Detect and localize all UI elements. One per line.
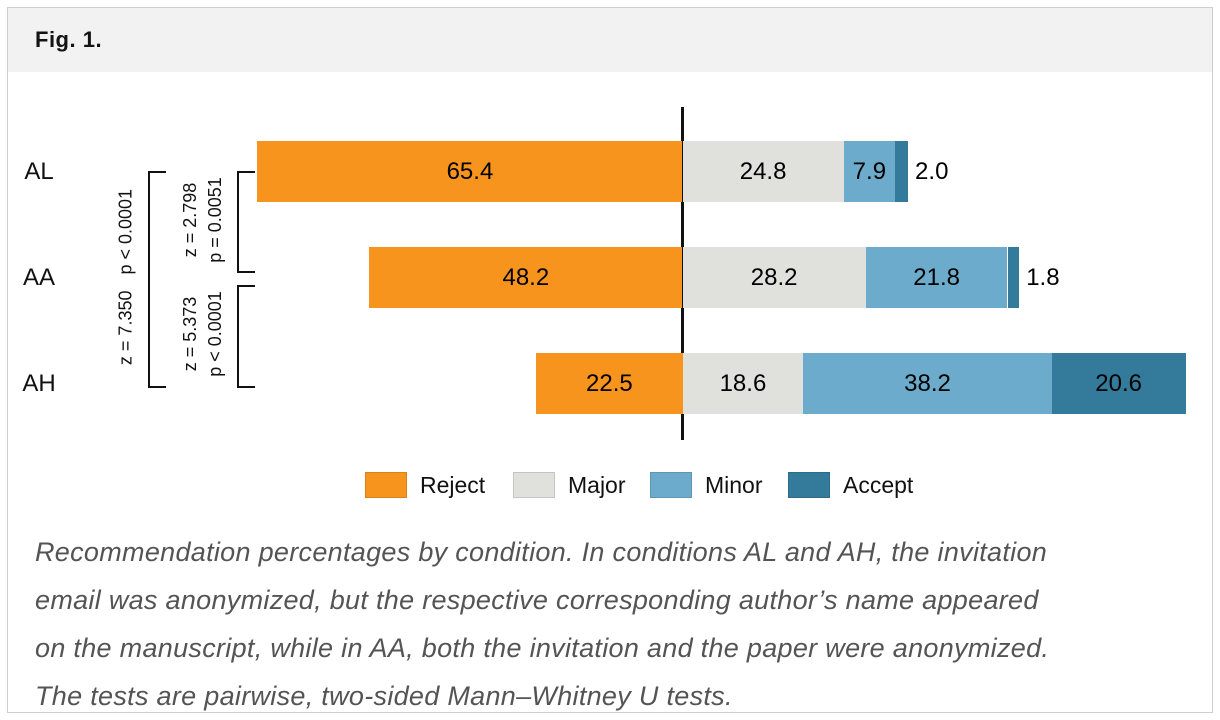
legend-swatch-major [513, 472, 555, 498]
bar-segment-al-accept [895, 141, 909, 202]
legend-label-accept: Accept [843, 472, 914, 498]
legend-label-reject: Reject [420, 472, 486, 498]
caption-line: The tests are pairwise, two-sided Mann–W… [35, 681, 733, 711]
legend-item-reject: Reject [365, 472, 485, 498]
figure-label: Fig. 1. [35, 27, 103, 52]
bar-segment-aa-accept [1007, 247, 1020, 308]
bar-segment-ah-major: 18.6 [682, 353, 804, 414]
z-value-al-aa: z = 2.798 [180, 182, 200, 258]
bar-segment-ah-reject: 22.5 [536, 353, 683, 414]
bar-segment-ah-minor: 38.2 [803, 353, 1052, 414]
legend-item-accept: Accept [788, 472, 913, 498]
stats-al-ah: z = 7.350 p < 0.0001 [114, 189, 139, 365]
figure-card: Fig. 1. AL 65.4 24.8 7.9 2.0 AA 48.2 28.2 21.8 1.… [7, 7, 1213, 713]
p-value-aa-ah: p < 0.0001 [205, 291, 225, 377]
bar-segment-al-reject: 65.4 [257, 141, 683, 202]
caption-line: email was anonymized, but the respective… [35, 585, 1039, 615]
legend-item-minor: Minor [650, 472, 763, 498]
value-label-outside-al: 2.0 [915, 158, 949, 185]
category-label-ah: AH [22, 370, 56, 397]
bracket-al-ah [148, 171, 166, 388]
bar-segment-aa-reject: 48.2 [369, 247, 683, 308]
bar-segment-ah-accept: 20.6 [1051, 353, 1186, 414]
caption-line: Recommendation percentages by condition.… [35, 537, 1048, 567]
category-label-al: AL [24, 158, 54, 185]
p-value-al-ah: p < 0.0001 [115, 188, 136, 275]
p-value-al-aa: p = 0.0051 [205, 177, 225, 263]
value-label-outside-aa: 1.8 [1026, 264, 1060, 291]
caption-line: on the manuscript, while in AA, both the… [35, 633, 1050, 663]
stats-aa-ah: z = 5.373 p < 0.0001 [178, 291, 228, 377]
legend-label-minor: Minor [705, 472, 763, 498]
bracket-al-aa [237, 171, 255, 273]
legend-swatch-minor [650, 472, 692, 498]
category-label-aa: AA [22, 264, 55, 291]
figure-header: Fig. 1. [8, 8, 1212, 72]
bracket-aa-ah [237, 285, 255, 388]
stats-al-aa: z = 2.798 p = 0.0051 [178, 177, 228, 263]
bar-segment-al-minor: 7.9 [843, 141, 896, 202]
legend-swatch-reject [365, 472, 407, 498]
legend-label-major: Major [568, 472, 626, 498]
legend-item-major: Major [513, 472, 626, 498]
z-value-al-ah: z = 7.350 [115, 290, 136, 366]
bar-segment-al-major: 24.8 [682, 141, 844, 202]
bar-segment-aa-major: 28.2 [682, 247, 866, 308]
figure-caption: Recommendation percentages by condition.… [35, 528, 1195, 712]
chart-area: AL 65.4 24.8 7.9 2.0 AA 48.2 28.2 21.8 1.8 AH 22.5 1… [8, 8, 1212, 712]
legend-swatch-accept [788, 472, 830, 498]
bar-segment-aa-minor: 21.8 [865, 247, 1008, 308]
z-value-aa-ah: z = 5.373 [180, 296, 200, 372]
